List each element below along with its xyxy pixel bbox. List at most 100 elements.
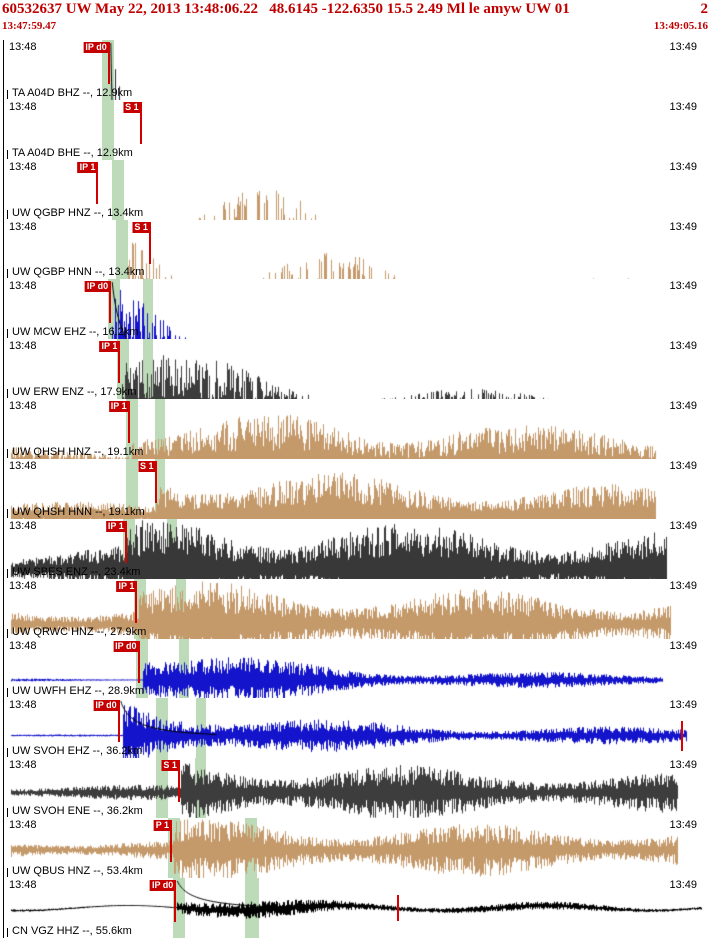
tick-mark (7, 149, 8, 159)
waveform-canvas[interactable] (4, 459, 712, 519)
times-row: 13:47:59.47 13:49:05.16 (2, 20, 708, 32)
trace-start-time: 13:48 (9, 340, 37, 353)
station-label: UW QHSH HNN --, 19.1km (7, 506, 145, 518)
pick-line-marker (177, 760, 180, 803)
trace-start-time: 13:48 (9, 639, 37, 652)
station-label-text: TA A04D BHZ --, 12.9km (12, 86, 133, 99)
trace-start-time: 13:48 (9, 579, 37, 592)
trace-start-time: 13:48 (9, 879, 37, 892)
tick-mark (7, 748, 8, 758)
phase-pick-flag[interactable]: IP d0 (113, 640, 139, 652)
phase-pick-flag[interactable]: P 1 (153, 820, 172, 832)
station-label-text: UW QGBP HNN --, 13.4km (12, 266, 145, 279)
pick-line-marker (137, 640, 140, 683)
channel-panel[interactable]: 13:48 13:49 P 1 UW QBUS HNZ --, 53.4km (4, 818, 712, 879)
phase-pick-flag[interactable]: S 1 (161, 760, 179, 772)
tick-mark (7, 508, 8, 518)
station-label-text: UW QRWC HNZ --, 27.9km (12, 625, 147, 638)
station-label: UW ERW ENZ --, 17.9km (7, 386, 137, 399)
station-label-text: UW ERW ENZ --, 17.9km (12, 386, 137, 399)
station-label: TA A04D BHE --, 12.9km (7, 147, 133, 159)
station-label: TA A04D BHZ --, 12.9km (7, 87, 132, 99)
waveform-canvas[interactable] (4, 279, 712, 340)
channel-panel[interactable]: 13:48 13:49 IP d0 TA A04D BHZ --, 12.9km (4, 40, 712, 100)
trace-end-time: 13:49 (669, 639, 697, 652)
trace-start-time: 13:48 (9, 699, 37, 712)
channel-panel[interactable]: 13:48 13:49 IP d0 UW MCW EHZ --, 16.2km (4, 279, 712, 340)
station-label-text: UW MCW EHZ --, 16.2km (12, 326, 139, 339)
phase-pick-flag[interactable]: IP d0 (149, 880, 176, 892)
phase-pick-flag[interactable]: S 1 (132, 221, 150, 233)
event-summary: 60532637 UW May 22, 2013 13:48:06.22 48.… (2, 1, 570, 17)
tick-mark (7, 688, 8, 698)
title-row: 60532637 UW May 22, 2013 13:48:06.22 48.… (2, 1, 708, 18)
phase-pick-flag[interactable]: IP 1 (105, 520, 126, 532)
tick-mark (7, 89, 8, 99)
channel-panel[interactable]: 13:48 13:49 IP 1 UW SBES ENZ --, 23.4km (4, 518, 712, 579)
station-label: UW UWFH EHZ --, 28.9km (7, 685, 144, 698)
pick-line-marker (117, 700, 120, 743)
trace-end-time: 13:49 (669, 819, 697, 832)
channel-panel[interactable]: 13:48 13:49 IP 1 UW QGBP HNZ --, 13.4km (4, 159, 712, 220)
channel-panel[interactable]: 13:48 13:49 S 1 UW QHSH HNN --, 19.1km (4, 459, 712, 519)
phase-pick-flag[interactable]: IP d0 (93, 700, 119, 712)
waveform-canvas[interactable] (4, 219, 712, 280)
amplitude-time-marker (681, 720, 684, 751)
channel-panel[interactable]: 13:48 13:49 IP d0 UW UWFH EHZ --, 28.9km (4, 638, 712, 699)
phase-pick-flag[interactable]: IP d0 (84, 281, 111, 293)
pick-line-marker (127, 401, 130, 444)
channel-panel[interactable]: 13:48 13:49 IP 1 UW QHSH HNZ --, 19.1km (4, 399, 712, 460)
station-label-text: UW QBUS HNZ --, 53.4km (12, 865, 143, 878)
channel-panel[interactable]: 13:48 13:49 IP 1 UW QRWC HNZ --, 27.9km (4, 578, 712, 639)
trace-end-time: 13:49 (669, 160, 697, 173)
trace-end-time: 13:49 (669, 100, 697, 113)
pick-line-marker (109, 281, 112, 324)
seismogram-panel-list: 13:48 13:49 IP d0 TA A04D BHZ --, 12.9km… (3, 40, 712, 938)
channel-panel[interactable]: 13:48 13:49 S 1 UW SVOH ENE --, 36.2km (4, 758, 712, 819)
pick-line-marker (148, 221, 151, 264)
phase-pick-flag[interactable]: S 1 (123, 101, 141, 113)
station-label: UW QBUS HNZ --, 53.4km (7, 865, 143, 878)
channel-panel[interactable]: 13:48 13:49 IP 1 UW ERW ENZ --, 17.9km (4, 339, 712, 400)
tick-mark (7, 927, 8, 937)
pick-line-marker (139, 101, 142, 144)
channel-panel[interactable]: 13:48 13:49 IP d0 CN VGZ HHZ --, 55.6km (4, 878, 712, 938)
tick-mark (7, 389, 8, 399)
phase-pick-flag[interactable]: IP 1 (116, 580, 137, 592)
station-label: UW QHSH HNZ --, 19.1km (7, 446, 144, 459)
waveform-canvas[interactable] (4, 758, 712, 819)
station-label: UW SVOH ENE --, 36.2km (7, 805, 143, 818)
tick-mark (7, 868, 8, 878)
waveform-canvas[interactable] (4, 339, 712, 400)
trace-end-time: 13:49 (669, 220, 697, 233)
window-start-time: 13:47:59.47 (2, 20, 57, 32)
pick-line-marker (170, 820, 173, 863)
station-label: UW SBES ENZ --, 23.4km (7, 566, 140, 578)
tick-mark (7, 329, 8, 339)
phase-pick-flag[interactable]: IP d0 (83, 42, 109, 53)
pick-line-marker (118, 341, 121, 384)
station-label-text: UW UWFH EHZ --, 28.9km (12, 685, 144, 698)
tick-mark (7, 269, 8, 279)
trace-start-time: 13:48 (9, 819, 37, 832)
waveform-canvas[interactable] (4, 159, 712, 220)
station-label: UW SVOH EHZ --, 36.2km (7, 745, 143, 758)
channel-panel[interactable]: 13:48 13:49 S 1 TA A04D BHE --, 12.9km (4, 99, 712, 160)
waveform-canvas[interactable] (4, 698, 712, 759)
station-label-text: UW QHSH HNZ --, 19.1km (12, 446, 144, 459)
waveform-canvas[interactable] (4, 99, 712, 160)
channel-panel[interactable]: 13:48 13:49 S 1 UW QGBP HNN --, 13.4km (4, 219, 712, 280)
phase-pick-flag[interactable]: S 1 (137, 461, 156, 473)
waveform-canvas[interactable] (4, 878, 712, 938)
phase-pick-flag[interactable]: IP 1 (99, 341, 120, 353)
tick-mark (7, 449, 8, 459)
station-label: UW QGBP HNN --, 13.4km (7, 266, 145, 279)
channel-panel[interactable]: 13:48 13:49 IP d0 UW SVOH EHZ --, 36.2km (4, 698, 712, 759)
waveform-canvas[interactable] (4, 40, 712, 100)
station-label-text: UW SVOH EHZ --, 36.2km (12, 745, 143, 758)
pick-line-marker (154, 461, 157, 504)
trace-end-time: 13:49 (669, 879, 697, 892)
phase-pick-flag[interactable]: IP 1 (108, 401, 129, 413)
phase-pick-flag[interactable]: IP 1 (77, 161, 98, 173)
waveform-canvas[interactable] (4, 818, 712, 879)
